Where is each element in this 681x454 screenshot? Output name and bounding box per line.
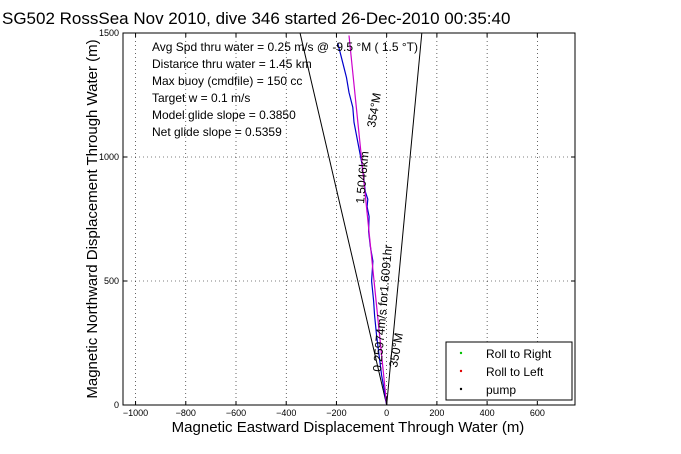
stat-line: Distance thru water = 1.45 km	[152, 57, 312, 71]
x-axis-label: Magnetic Eastward Displacement Through W…	[172, 419, 525, 436]
y-tick-label: 0	[114, 400, 119, 410]
stat-line: Model glide slope = 0.3850	[152, 108, 296, 122]
stat-line: Target w = 0.1 m/s	[152, 91, 250, 105]
angle-annotation: 350°M	[386, 332, 406, 369]
ticks: −1000 −800 −600 −400 −200 0 200 400 600 0 500 1000 1…	[99, 28, 575, 418]
heading-annotation: 354°M	[364, 92, 384, 129]
legend-marker	[459, 369, 463, 373]
x-tick-label: 400	[480, 408, 495, 418]
x-tick-label: −1000	[123, 408, 148, 418]
legend-box	[445, 341, 573, 401]
chart-title: SG502 RossSea Nov 2010, dive 346 started…	[2, 9, 510, 28]
x-tick-label: 600	[530, 408, 545, 418]
y-tick-label: 500	[104, 276, 119, 286]
legend-label: Roll to Left	[486, 365, 544, 379]
stat-line: Net glide slope = 0.5359	[152, 125, 282, 139]
stat-line: Max buoy (cmdfile) = 150 cc	[152, 74, 302, 88]
series-line-1	[337, 42, 388, 406]
x-tick-label: −800	[176, 408, 196, 418]
stats-block: Avg Spd thru water = 0.25 m/s @ -9.5 °M …	[152, 40, 418, 139]
reference-line-1	[299, 32, 388, 406]
x-tick-label: −600	[226, 408, 246, 418]
x-tick-label: −200	[326, 408, 346, 418]
series-layer	[299, 32, 423, 406]
legend: Roll to Right Roll to Left pump	[445, 341, 573, 401]
y-tick-label: 1000	[99, 152, 119, 162]
legend-label: Roll to Right	[486, 347, 552, 361]
legend-marker	[459, 387, 463, 391]
x-tick-label: −400	[276, 408, 296, 418]
legend-items: Roll to Right Roll to Left pump	[459, 347, 552, 397]
y-axis-label: Magnetic Northward Displacement Through …	[84, 39, 101, 398]
x-tick-label: 0	[384, 408, 389, 418]
legend-marker	[459, 351, 463, 355]
distance-annotation: 1.5046km	[353, 151, 372, 205]
y-tick-label: 1500	[99, 28, 119, 38]
plot-frame	[122, 32, 576, 406]
x-tick-label: 200	[429, 408, 444, 418]
legend-label: pump	[486, 383, 516, 397]
series-line-2	[348, 35, 388, 406]
stat-line: Avg Spd thru water = 0.25 m/s @ -9.5 °M …	[152, 40, 418, 54]
reference-line-2	[386, 32, 423, 406]
